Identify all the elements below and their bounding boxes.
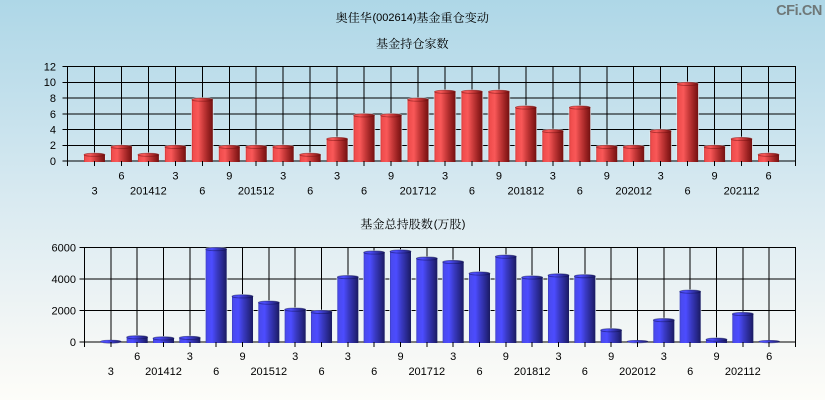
svg-text:201512: 201512 [238, 186, 275, 198]
svg-text:3: 3 [292, 351, 298, 363]
svg-text:3: 3 [345, 351, 351, 363]
svg-text:202012: 202012 [615, 186, 652, 198]
svg-text:6: 6 [476, 366, 482, 378]
svg-text:): ) [462, 219, 466, 231]
svg-text:2000: 2000 [52, 306, 76, 318]
svg-text:201712: 201712 [408, 366, 445, 378]
svg-text:2: 2 [50, 140, 56, 152]
svg-text:3: 3 [661, 351, 667, 363]
svg-text:3: 3 [550, 171, 556, 183]
svg-text:10: 10 [44, 77, 56, 89]
svg-text:9: 9 [503, 351, 509, 363]
svg-text:9: 9 [496, 171, 502, 183]
svg-text:201812: 201812 [514, 366, 551, 378]
svg-text:6: 6 [765, 171, 771, 183]
svg-text:202112: 202112 [724, 186, 760, 198]
svg-text:6: 6 [213, 366, 219, 378]
svg-text:6000: 6000 [52, 243, 76, 255]
svg-text:(002614): (002614) [373, 12, 417, 24]
svg-text:202012: 202012 [619, 366, 656, 378]
svg-text:9: 9 [712, 171, 718, 183]
svg-text:4: 4 [50, 125, 56, 137]
svg-text:201812: 201812 [508, 186, 545, 198]
svg-text:6: 6 [766, 351, 772, 363]
svg-text:3: 3 [187, 351, 193, 363]
svg-text:9: 9 [226, 171, 232, 183]
svg-text:9: 9 [239, 351, 245, 363]
svg-text:3: 3 [91, 186, 97, 198]
svg-text:6: 6 [318, 366, 324, 378]
svg-text:3: 3 [334, 171, 340, 183]
svg-text:6: 6 [577, 186, 583, 198]
svg-text:6: 6 [199, 186, 205, 198]
svg-text:201712: 201712 [400, 186, 437, 198]
svg-text:6: 6 [361, 186, 367, 198]
svg-text:4000: 4000 [52, 274, 76, 286]
svg-text:6: 6 [582, 366, 588, 378]
svg-text:6: 6 [371, 366, 377, 378]
svg-text:3: 3 [555, 351, 561, 363]
svg-text:3: 3 [658, 171, 664, 183]
svg-text:9: 9 [608, 351, 614, 363]
svg-text:6: 6 [687, 366, 693, 378]
svg-text:3: 3 [280, 171, 286, 183]
svg-text:6: 6 [307, 186, 313, 198]
svg-text:6: 6 [685, 186, 691, 198]
svg-text:CFi.CN: CFi.CN [776, 3, 822, 19]
svg-text:9: 9 [388, 171, 394, 183]
svg-text:6: 6 [469, 186, 475, 198]
svg-text:3: 3 [450, 351, 456, 363]
svg-text:3: 3 [442, 171, 448, 183]
svg-text:0: 0 [50, 156, 56, 168]
svg-text:3: 3 [108, 366, 114, 378]
svg-text:0: 0 [70, 337, 76, 349]
svg-text:9: 9 [713, 351, 719, 363]
svg-text:201412: 201412 [130, 186, 167, 198]
svg-text:6: 6 [118, 171, 124, 183]
svg-text:6: 6 [50, 109, 56, 121]
svg-text:201412: 201412 [145, 366, 182, 378]
svg-text:6: 6 [134, 351, 140, 363]
svg-text:3: 3 [172, 171, 178, 183]
svg-text:201512: 201512 [250, 366, 287, 378]
svg-text:202112: 202112 [725, 366, 761, 378]
svg-text:8: 8 [50, 93, 56, 105]
svg-text:12: 12 [44, 62, 56, 74]
svg-text:9: 9 [397, 351, 403, 363]
svg-text:(: ( [434, 219, 438, 231]
svg-text:9: 9 [604, 171, 610, 183]
